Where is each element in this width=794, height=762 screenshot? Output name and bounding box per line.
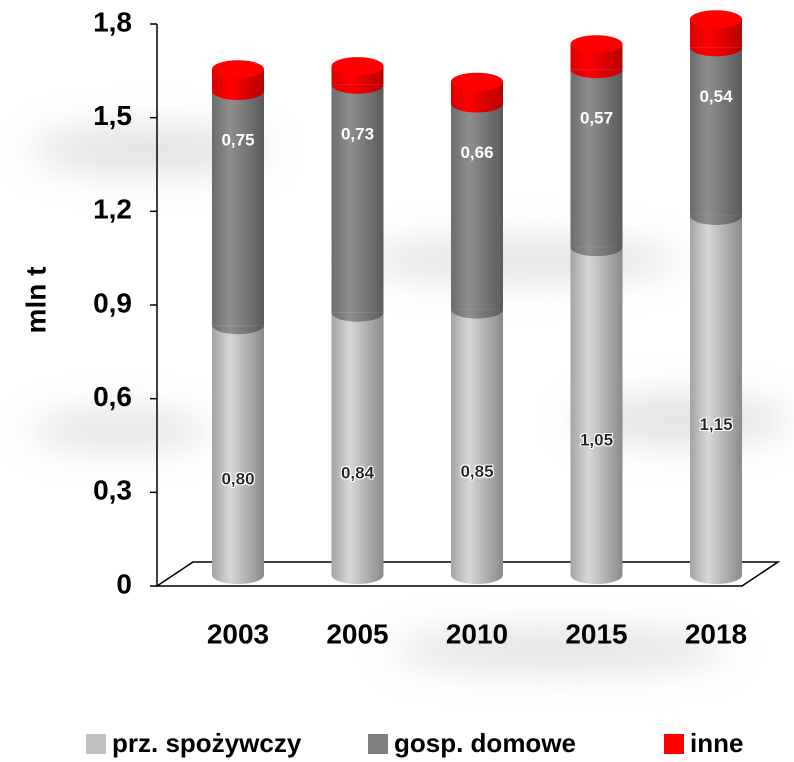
value-label: 0,75 bbox=[221, 131, 254, 150]
bar-segment bbox=[212, 91, 264, 326]
x-tick-label: 2005 bbox=[326, 618, 388, 649]
value-label: 1,05 bbox=[580, 431, 613, 450]
y-tick-label: 1,8 bbox=[93, 6, 132, 37]
value-label: 1,15 bbox=[699, 415, 732, 434]
cylinder-top bbox=[451, 72, 503, 91]
segment-bottom bbox=[331, 84, 384, 94]
bar-segment bbox=[570, 247, 623, 575]
bar-segment bbox=[451, 103, 503, 310]
segment-bottom bbox=[570, 247, 623, 257]
value-label: 0,73 bbox=[341, 124, 374, 143]
y-tick-label: 1,5 bbox=[93, 100, 132, 131]
legend-swatch bbox=[368, 734, 388, 754]
legend-label: gosp. domowe bbox=[394, 728, 576, 758]
value-label: 0,66 bbox=[460, 143, 493, 162]
bar-segment bbox=[212, 325, 264, 575]
legend: prz. spożywczy gosp. domowe inne bbox=[86, 728, 743, 758]
segment-bottom bbox=[212, 91, 264, 101]
legend-label: inne bbox=[690, 728, 743, 758]
segment-bottom bbox=[451, 309, 503, 319]
y-tick-label: 0,9 bbox=[93, 287, 132, 318]
cylinder-top bbox=[570, 35, 623, 54]
background-smears bbox=[30, 125, 790, 672]
bar-segment bbox=[451, 309, 503, 575]
segment-bottom bbox=[570, 69, 623, 79]
y-tick-label: 0,6 bbox=[93, 381, 132, 412]
cylinder-top bbox=[690, 10, 742, 29]
legend-swatch bbox=[664, 734, 684, 754]
bar-segment bbox=[570, 69, 623, 248]
y-tick-label: 1,2 bbox=[93, 194, 132, 225]
legend-swatch bbox=[86, 734, 106, 754]
bar-segment bbox=[690, 47, 742, 216]
legend-label: prz. spożywczy bbox=[112, 728, 302, 758]
value-label: 0,84 bbox=[341, 463, 375, 482]
bar-segment bbox=[331, 84, 384, 313]
y-axis-label: mln t bbox=[20, 267, 51, 334]
y-tick-label: 0 bbox=[116, 568, 132, 599]
x-tick-label: 2010 bbox=[446, 618, 508, 649]
value-label: 0,80 bbox=[221, 470, 254, 489]
value-label: 0,85 bbox=[460, 462, 493, 481]
cylinder-top bbox=[331, 57, 384, 76]
segment-bottom bbox=[690, 47, 742, 57]
segment-bottom bbox=[451, 103, 503, 113]
segment-bottom bbox=[212, 325, 264, 335]
x-tick-label: 2015 bbox=[565, 618, 627, 649]
bar-segment bbox=[331, 312, 384, 575]
floor bbox=[154, 561, 781, 587]
y-tick-label: 0,3 bbox=[93, 475, 132, 506]
segment-bottom bbox=[690, 215, 742, 225]
x-tick-label: 2003 bbox=[207, 618, 269, 649]
segment-bottom bbox=[331, 312, 384, 322]
value-label: 0,54 bbox=[699, 87, 733, 106]
bar-segment bbox=[690, 215, 742, 575]
x-tick-label: 2018 bbox=[685, 618, 747, 649]
cylinder-top bbox=[212, 60, 264, 79]
value-label: 0,57 bbox=[580, 109, 613, 128]
